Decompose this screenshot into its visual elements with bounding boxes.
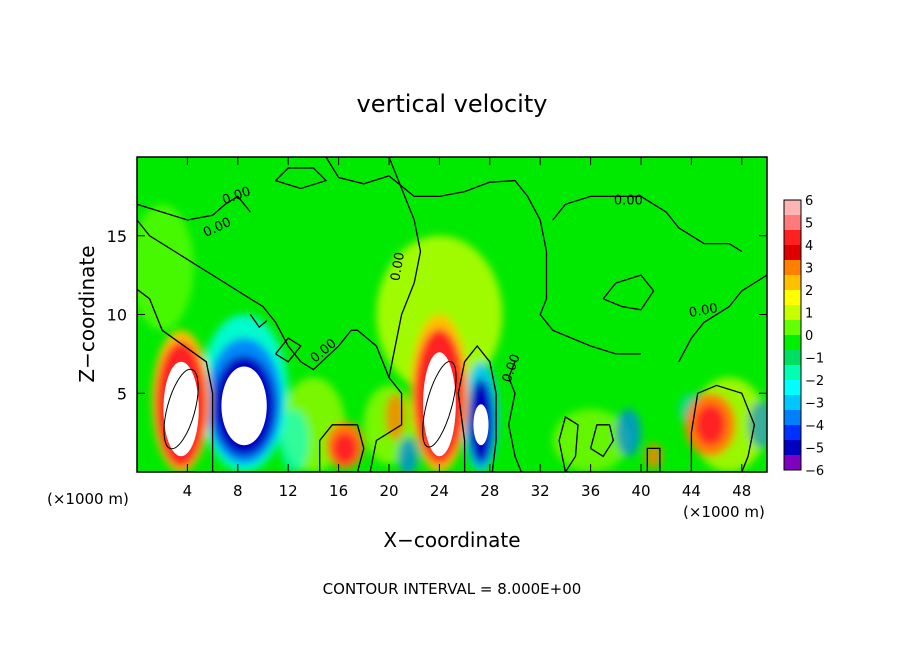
field-blob [397,437,418,472]
zero-contour-line [388,157,422,378]
x-tick-label: 12 [279,482,298,500]
colorbar-label: −3 [805,397,824,412]
colorbar-swatch [784,245,801,261]
colorbar-swatch [784,320,801,336]
colorbar-swatch [784,440,801,456]
colorbar-label: 1 [805,307,813,322]
colorbar-label: −4 [805,419,824,434]
colorbar-label: 0 [805,329,813,344]
x-tick-label: 24 [430,482,449,500]
x-tick-label: 32 [531,482,550,500]
x-tick-label: 20 [379,482,398,500]
x-tick-label: 44 [682,482,701,500]
zero-contour-line [646,447,661,472]
x-tick-label: 48 [732,482,751,500]
colorbar-swatch [784,305,801,321]
chart-title: vertical velocity [357,90,548,118]
x-axis: 4 8 12 16 20 24 28 32 36 40 44 48 [183,157,751,500]
x-tick-label: 16 [329,482,348,500]
colorbar-label: 3 [805,262,813,277]
colorbar-swatch [784,395,801,411]
x-unit-right: (×1000 m) [683,503,765,521]
zero-contours [137,157,767,472]
colorbar-swatch [784,410,801,426]
zero-contour-line [457,344,497,472]
colorbar-swatch [784,260,801,276]
zero-contour-line [558,415,579,472]
colorbar-label: 2 [805,284,813,299]
contour-label: 0.00 [614,193,643,208]
x-tick-label: 28 [480,482,499,500]
colorbar-swatch [784,365,801,381]
zero-contour-line [589,424,614,458]
contour-labels: 0.000.000.000.000.000.000.00 [201,184,719,384]
colorbar-label: 4 [805,239,813,254]
colorbar-label: 5 [805,217,813,232]
zero-contour-line [690,384,756,472]
colorbar-swatch [784,455,801,471]
colorbar-label: −2 [805,374,824,389]
x-tick-label: 36 [581,482,600,500]
zero-contour-line [275,167,328,190]
zero-contour-line [249,314,268,329]
colorbar-swatch [784,230,801,246]
x-tick-label: 4 [183,482,193,500]
field-blob [137,204,194,331]
x-unit-left: (×1000 m) [47,490,129,508]
field-blob [332,432,358,465]
contour-interval-note: CONTOUR INTERVAL = 8.000E+00 [323,580,582,598]
saturated-core [221,366,267,446]
core-contour [163,368,199,450]
colorbar-label: −1 [805,352,824,367]
y-axis-label: Z−coordinate [75,245,99,382]
y-tick-label: 10 [107,306,127,325]
x-tick-label: 40 [631,482,650,500]
zero-contour-line [507,361,522,472]
zero-contour-line [325,157,641,355]
zero-contour-line [137,195,251,221]
saturated-core [423,352,456,457]
colorbar-label: −5 [805,442,824,457]
colorbar-swatch [784,200,801,216]
colorbar-swatch [784,350,801,366]
core-contour [422,361,457,448]
zero-contour-line [137,288,214,472]
x-axis-label: X−coordinate [383,528,520,552]
colorbar-frame [783,199,802,471]
field-blob [279,409,310,472]
saturated-core [163,361,199,457]
x-tick-label: 8 [233,482,243,500]
colorbar-swatch [784,380,801,396]
zero-contour-line [137,219,403,472]
colorbar-swatch [784,290,801,306]
plot-area: 0.000.000.000.000.000.000.00 [136,156,768,473]
colorbar: 6 5 4 3 2 1 0 −1 −2 −3 −4 −5 −6 [783,194,824,479]
zero-contour-line [678,274,767,363]
y-tick-label: 15 [107,227,127,246]
colorbar-swatch [784,215,801,231]
colorbar-label: −6 [805,464,824,479]
zero-contour-line [602,274,655,311]
zero-contour-line [275,337,302,363]
colorbar-swatch [784,425,801,441]
field-blob [695,404,726,446]
contour-label: 0.00 [688,301,719,321]
saturated-core [473,404,489,446]
contour-label: 0.00 [388,251,408,282]
field-blob [385,393,406,441]
field-blob [615,409,642,457]
zero-contour-line [552,195,743,253]
y-tick-label: 5 [117,384,127,403]
colorbar-swatch [784,275,801,291]
field-blob [644,443,663,469]
y-axis: 5 10 15 [107,227,767,403]
colorbar-label: 6 [805,194,813,209]
colorbar-swatch [784,335,801,351]
zero-contour-line [319,424,365,472]
field-blob [748,401,767,449]
